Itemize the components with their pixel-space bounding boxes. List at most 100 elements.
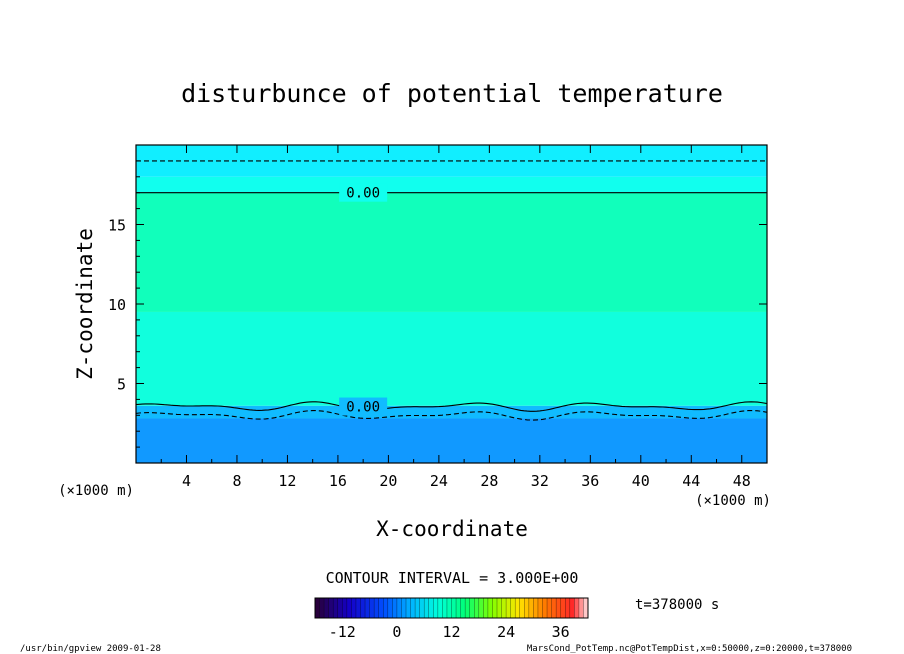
field-band-3 bbox=[136, 192, 767, 312]
x-tick-label: 28 bbox=[480, 472, 498, 490]
colorbar-cell bbox=[487, 598, 493, 618]
colorbar-cell bbox=[492, 598, 498, 618]
x-tick-label: 24 bbox=[430, 472, 448, 490]
colorbar-cell bbox=[337, 598, 343, 618]
y-tick-label: 15 bbox=[108, 217, 126, 235]
colorbar-cell bbox=[383, 598, 389, 618]
colorbar-cell bbox=[346, 598, 352, 618]
chart-title: disturbunce of potential temperature bbox=[181, 79, 723, 108]
colorbar bbox=[314, 598, 589, 618]
contour-line-1 bbox=[136, 401, 767, 412]
colorbar-cell bbox=[396, 598, 402, 618]
y-axis-ticks: 5 10 15 bbox=[108, 160, 767, 448]
colorbar-cell bbox=[469, 598, 475, 618]
colorbar-cell bbox=[437, 598, 443, 618]
colorbar-cell bbox=[551, 598, 557, 618]
colorbar-cell bbox=[442, 598, 448, 618]
colorbar-cell bbox=[528, 598, 534, 618]
colorbar-ticks: -12 0 12 24 36 bbox=[329, 623, 570, 641]
colorbar-cell bbox=[424, 598, 430, 618]
y-axis-label: Z-coordinate bbox=[73, 228, 97, 380]
colorbar-cell bbox=[369, 598, 375, 618]
colorbar-cell bbox=[465, 598, 470, 618]
time-label: t=378000 s bbox=[635, 597, 719, 613]
colorbar-tick-label: 36 bbox=[552, 623, 570, 641]
colorbar-cell bbox=[374, 598, 379, 618]
colorbar-cell bbox=[428, 598, 434, 618]
colorbar-cell bbox=[342, 598, 348, 618]
colorbar-cell bbox=[433, 598, 439, 618]
colorbar-cell bbox=[510, 598, 516, 618]
colorbar-cell bbox=[574, 598, 580, 618]
colorbar-cell bbox=[360, 598, 366, 618]
colorbar-cell bbox=[355, 598, 361, 618]
contour-label-bg-1 bbox=[339, 397, 388, 416]
colorbar-cell bbox=[456, 598, 461, 618]
colorbar-cell bbox=[569, 598, 575, 618]
contour-label-1: 0.00 bbox=[346, 400, 380, 416]
colorbar-cell bbox=[319, 598, 325, 618]
contour-lines bbox=[136, 160, 767, 421]
colorbar-cell bbox=[315, 598, 320, 618]
colorbar-tick-label: 0 bbox=[392, 623, 401, 641]
colorbar-cell bbox=[515, 598, 521, 618]
x-tick-label: 4 bbox=[182, 472, 191, 490]
colorbar-cell bbox=[533, 598, 539, 618]
field-band-1 bbox=[136, 405, 767, 419]
colorbar-cell bbox=[451, 598, 457, 618]
x-units-right: (×1000 m) bbox=[695, 493, 771, 509]
colorbar-cell bbox=[333, 598, 339, 618]
x-tick-label: 16 bbox=[329, 472, 347, 490]
x-tick-label: 48 bbox=[733, 472, 751, 490]
colorbar-cell bbox=[519, 598, 525, 618]
colorbar-cell bbox=[324, 598, 329, 618]
x-tick-label: 40 bbox=[632, 472, 650, 490]
colorbar-cell bbox=[328, 598, 334, 618]
field-band-0 bbox=[136, 418, 767, 463]
colorbar-cell bbox=[537, 598, 543, 618]
colorbar-frame bbox=[314, 597, 589, 619]
x-tick-label: 20 bbox=[379, 472, 397, 490]
colorbar-cell bbox=[478, 598, 484, 618]
field-band-4 bbox=[136, 176, 767, 193]
footer-right: MarsCond_PotTemp.nc@PotTempDist,x=0:5000… bbox=[527, 644, 852, 654]
x-tick-label: 44 bbox=[682, 472, 700, 490]
colorbar-cell bbox=[392, 598, 398, 618]
y-tick-label: 5 bbox=[117, 376, 126, 394]
colorbar-cell bbox=[497, 598, 502, 618]
x-units-left: (×1000 m) bbox=[58, 483, 134, 499]
x-tick-label: 8 bbox=[232, 472, 241, 490]
colorbar-cell bbox=[387, 598, 393, 618]
colorbar-tick-label: 24 bbox=[497, 623, 515, 641]
colorbar-cell bbox=[419, 598, 425, 618]
colorbar-cell bbox=[474, 598, 480, 618]
colorbar-cell bbox=[524, 598, 530, 618]
colorbar-tick-label: -12 bbox=[329, 623, 356, 641]
colorbar-cell bbox=[415, 598, 420, 618]
colorbar-tick-label: 12 bbox=[442, 623, 460, 641]
y-tick-label: 10 bbox=[108, 296, 126, 314]
colorbar-cell bbox=[565, 598, 571, 618]
colorbar-cell bbox=[446, 598, 452, 618]
colorbar-cell bbox=[556, 598, 561, 618]
colorbar-cell bbox=[460, 598, 466, 618]
colorbar-cell bbox=[506, 598, 511, 618]
contour-labels: 0.00 0.00 bbox=[339, 183, 388, 416]
colorbar-cell bbox=[483, 598, 489, 618]
colorbar-cell bbox=[365, 598, 370, 618]
colorbar-cell bbox=[583, 598, 589, 618]
colorbar-cell bbox=[547, 598, 552, 618]
colorbar-cell bbox=[410, 598, 416, 618]
x-axis-ticks: 4 8 12 16 20 24 28 32 36 40 44 48 bbox=[160, 145, 751, 490]
x-axis-label: X-coordinate bbox=[376, 517, 528, 541]
x-tick-label: 36 bbox=[581, 472, 599, 490]
contour-label-bg-0 bbox=[339, 183, 388, 202]
colorbar-cell bbox=[501, 598, 507, 618]
colorbar-cell bbox=[406, 598, 411, 618]
contour-label-0: 0.00 bbox=[346, 186, 380, 202]
footer-left: /usr/bin/gpview 2009-01-28 bbox=[20, 644, 161, 654]
contour-interval-text: CONTOUR INTERVAL = 3.000E+00 bbox=[326, 569, 579, 587]
x-tick-label: 12 bbox=[278, 472, 296, 490]
field-band-2 bbox=[136, 311, 767, 406]
